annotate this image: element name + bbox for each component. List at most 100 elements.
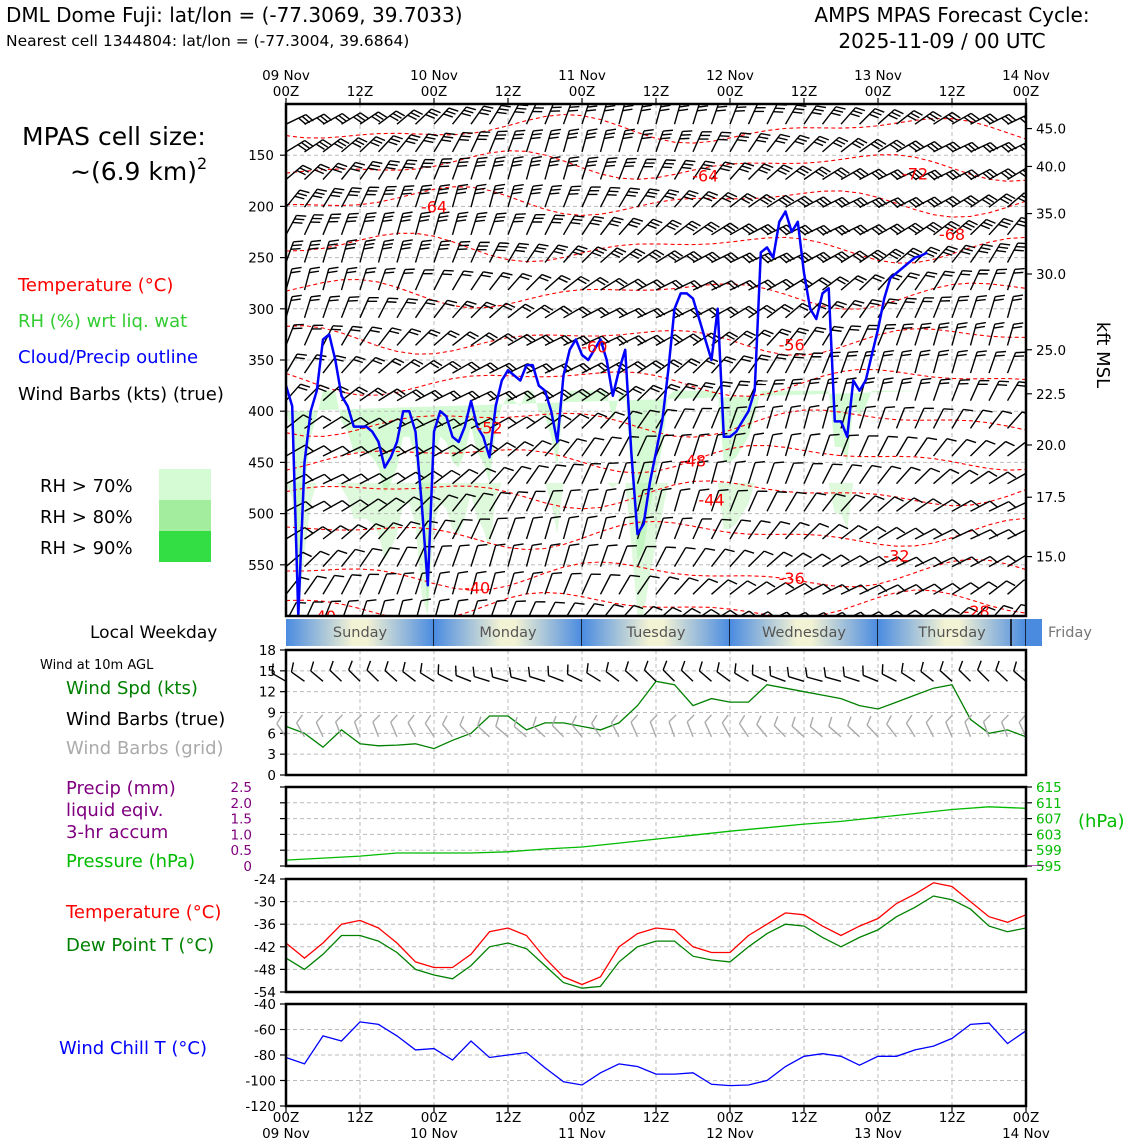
surface-barb-21-staff: [663, 670, 674, 681]
upper-barb-291-flag-0: [369, 294, 379, 301]
surface-barb-8-staff: [420, 673, 434, 682]
upper-barb-627: [508, 514, 525, 542]
weekday-name-1: Monday: [479, 625, 537, 641]
ytick-label-p400: 400: [248, 404, 274, 420]
upper-barb-301-flag-0: [564, 304, 572, 314]
surface-barb-25: [731, 663, 753, 681]
upper-barb-27: [786, 102, 807, 129]
upper-barb-9: [453, 104, 476, 130]
upper-barb-477-flag-0: [773, 403, 783, 409]
wind-ylabel-1: 3: [267, 747, 276, 763]
grid-barb-14-flag-0: [530, 717, 539, 726]
upper-barb-617: [323, 523, 349, 546]
cell-size-title: MPAS cell size:: [22, 122, 206, 151]
upper-barb-508-flag-0: [595, 435, 605, 443]
surface-barb-12: [489, 667, 511, 681]
top-hour-3: 12Z: [495, 84, 521, 100]
upper-barb-402: [897, 348, 913, 375]
upper-barb-137-flag-0: [552, 183, 562, 190]
top-hour-2: 00Z: [421, 84, 447, 100]
upper-barb-589: [564, 487, 581, 515]
surface-barb-21: [660, 661, 681, 682]
upper-barb-629-staff: [545, 518, 551, 539]
weekday-overflow-cell: [1026, 619, 1042, 646]
wind-ylabel-2: 6: [267, 726, 276, 742]
legend-rh80-label: RH > 80%: [40, 507, 133, 528]
upper-barb-702: [379, 570, 397, 597]
upper-barb-53-flag-0: [515, 127, 525, 134]
upper-barb-762-flag-0: [749, 609, 757, 619]
upper-barb-249-flag-0: [348, 265, 358, 271]
upper-barb-250: [360, 265, 376, 292]
upper-barb-643-flag-0: [820, 521, 829, 530]
upper-barb-247: [305, 265, 320, 292]
surface-barb-18-flag-0: [603, 662, 612, 672]
precip-tick-5: 2.5: [231, 780, 252, 796]
upper-barb-561-flag-0: [813, 460, 823, 467]
upper-barb-242: [971, 241, 993, 267]
upper-barb-435-flag-0: [758, 377, 768, 384]
upper-barb-148-flag-0: [767, 192, 775, 202]
upper-barb-169: [379, 210, 395, 237]
upper-barb-322: [934, 294, 952, 321]
surface-barb-19-staff: [625, 671, 637, 682]
upper-barb-466: [564, 412, 590, 436]
upper-barb-506-flag-0: [560, 437, 569, 446]
upper-barb-631-staff: [582, 518, 588, 539]
upper-barb-133-flag-0: [477, 182, 487, 188]
upper-barb-737-flag-0: [1042, 576, 1051, 585]
upper-barb-703-staff: [397, 574, 404, 595]
upper-barb-678: [693, 545, 715, 572]
upper-barb-472-staff: [675, 409, 685, 428]
upper-barb-299-flag-0: [525, 302, 534, 312]
top-hour-9: 12Z: [939, 84, 965, 100]
upper-barb-164: [286, 212, 306, 239]
upper-barb-483-flag-0: [885, 404, 895, 411]
grid-barb-11-flag-0: [475, 717, 484, 726]
upper-barb-369: [286, 351, 307, 378]
upper-barb-79: [989, 141, 1016, 160]
upper-barb-486: [934, 405, 954, 432]
surface-barb-34-staff: [902, 673, 915, 682]
upper-barb-714: [601, 571, 621, 598]
upper-barb-205-flag-0: [293, 238, 303, 245]
upper-barb-545-flag-0: [522, 463, 532, 472]
surface-barb-17-staff: [587, 673, 601, 681]
upper-barb-251: [379, 266, 396, 294]
ytick-label-p250: 250: [248, 251, 274, 267]
upper-barb-46: [379, 133, 403, 158]
upper-barb-664: [434, 542, 452, 569]
upper-barb-471-flag-0: [667, 406, 677, 414]
precip-tick-3: 1.5: [231, 812, 252, 828]
upper-barb-442-flag-0: [884, 376, 894, 382]
upper-barb-738-staff: [286, 602, 296, 621]
upper-barb-176-flag-0: [516, 211, 526, 218]
upper-barb-747-flag-0: [459, 597, 469, 603]
upper-barb-561-staff: [804, 464, 813, 484]
grid-barb-8-flag-0: [423, 715, 433, 723]
upper-barb-324-flag-0: [977, 293, 987, 300]
upper-barb-129-flag-0: [404, 183, 414, 190]
upper-barb-666-staff: [471, 546, 478, 567]
upper-barb-81-flag-2: [1038, 144, 1046, 154]
surface-barb-27: [767, 666, 789, 681]
upper-barb-662-staff: [397, 547, 407, 566]
upper-barb-326-flag-0: [1013, 293, 1023, 299]
upper-barb-667-staff: [490, 545, 496, 566]
upper-barb-699-flag-0: [334, 572, 344, 580]
upper-barb-61-flag-0: [663, 127, 673, 134]
grid-barb-34-flag-0: [904, 715, 914, 723]
surface-barb-1: [288, 662, 310, 681]
upper-barb-595-flag-0: [681, 486, 691, 492]
surface-barb-23-flag-0: [696, 661, 705, 670]
upper-barb-669-staff: [527, 545, 533, 566]
upper-barb-110-flag-0: [822, 165, 830, 175]
grid-barb-4-flag-0: [353, 715, 363, 722]
upper-barb-646-flag-0: [878, 524, 886, 534]
surface-barb-1-staff: [291, 672, 304, 681]
upper-barb-708-flag-0: [495, 569, 505, 575]
upper-barb-698-flag-0: [317, 573, 327, 581]
upper-barb-602-staff: [804, 493, 816, 511]
upper-barb-560-staff: [786, 463, 794, 483]
upper-barb-587-staff: [527, 491, 536, 511]
